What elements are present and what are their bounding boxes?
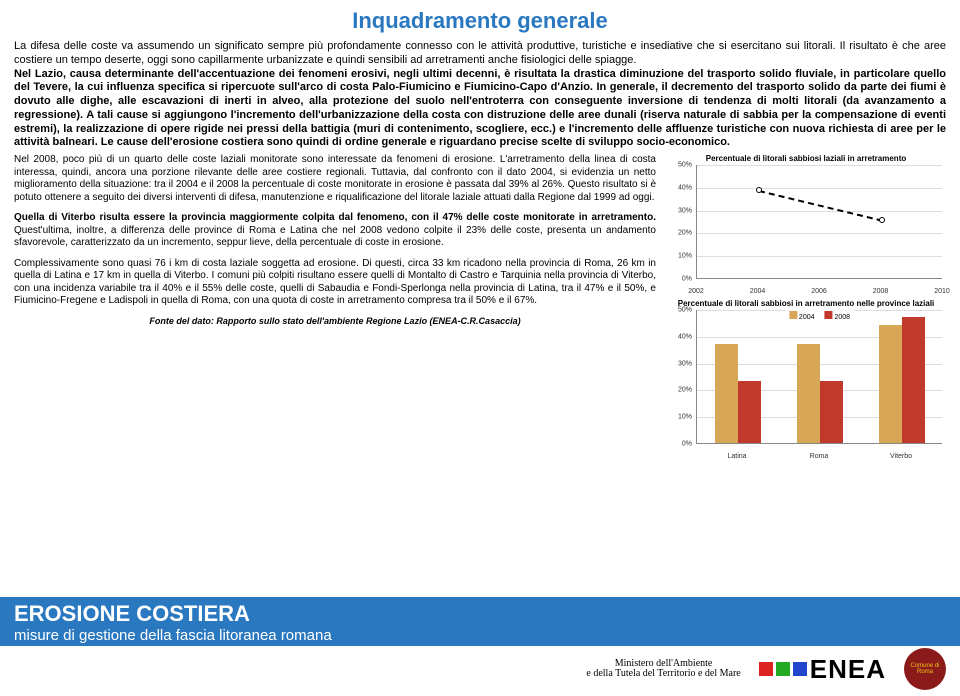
paragraph-2: Quella di Viterbo risulta essere la prov… bbox=[14, 212, 656, 250]
enea-logo: ENEA bbox=[759, 654, 886, 685]
paragraph-3: Complessivamente sono quasi 76 i km di c… bbox=[14, 258, 656, 308]
ministry-logo: Ministero dell'Ambiente e della Tutela d… bbox=[586, 659, 740, 680]
chart1-caption: Percentuale di litorali sabbiosi laziali… bbox=[666, 154, 946, 163]
chart1-line: 10%20%30%40%50%0%20022004200620082010 bbox=[666, 165, 946, 295]
footer-title: EROSIONE COSTIERA bbox=[14, 601, 946, 627]
footer-subtitle: misure di gestione della fascia litorane… bbox=[14, 627, 946, 644]
chart2-bars: 2004200810%20%30%40%50%0%LatinaRomaViter… bbox=[666, 310, 946, 460]
comune-roma-logo: Comune di Roma bbox=[904, 648, 946, 690]
data-source: Fonte del dato: Rapporto sullo stato del… bbox=[14, 316, 656, 326]
paragraph-1: Nel 2008, poco più di un quarto delle co… bbox=[14, 154, 656, 204]
intro-text: La difesa delle coste va assumendo un si… bbox=[14, 40, 946, 150]
page-title: Inquadramento generale bbox=[14, 8, 946, 34]
footer: EROSIONE COSTIERA misure di gestione del… bbox=[0, 597, 960, 696]
chart2-caption: Percentuale di litorali sabbiosi in arre… bbox=[666, 299, 946, 308]
